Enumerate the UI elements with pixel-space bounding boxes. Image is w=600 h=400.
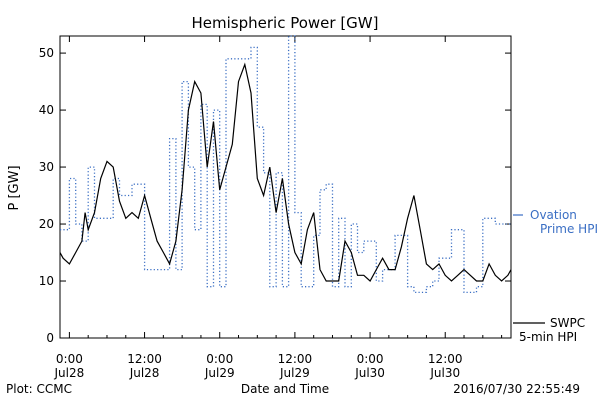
series-ovation-prime-line [60,35,511,294]
y-tick-label: 20 [39,217,54,231]
x-tick-time: 0:00 [357,352,384,366]
legend-swpc: SWPC 5-min HPI [513,316,585,344]
x-tick-time: 12:00 [127,352,162,366]
y-tick-label: 10 [39,274,54,288]
plot-frame [59,35,512,339]
y-tick-label: 30 [39,160,54,174]
x-tick-time: 0:00 [206,352,233,366]
legend-ovation-line1: Ovation [530,208,577,222]
y-tick-label: 0 [46,331,54,345]
chart-title: Hemispheric Power [GW] [192,14,379,32]
x-tick-date: Jul28 [129,366,160,380]
plot-credit: Plot: CCMC [6,382,72,396]
y-tick-label: 40 [39,103,54,117]
timestamp: 2016/07/30 22:55:49 [453,382,580,396]
x-tick-time: 12:00 [428,352,463,366]
x-axis-ticks: 0:00Jul2812:00Jul280:00Jul2912:00Jul290:… [54,36,503,380]
x-tick-date: Jul30 [429,366,460,380]
legend-swpc-line1: SWPC [550,316,585,330]
y-axis-ticks: 0 10 20 30 40 50 [39,46,511,345]
legend-ovation-line2: Prime HPI [540,222,598,236]
legend-ovation: Ovation Prime HPI [513,208,598,236]
series-swpc-line [59,62,512,282]
y-tick-label: 50 [39,46,54,60]
legend-swpc-line2: 5-min HPI [519,330,577,344]
x-tick-time: 12:00 [278,352,313,366]
x-axis-label: Date and Time [241,382,329,396]
x-tick-date: Jul29 [204,366,235,380]
x-tick-date: Jul30 [354,366,385,380]
x-tick-date: Jul28 [54,366,85,380]
y-axis-label: P [GW] [7,165,22,210]
x-tick-time: 0:00 [56,352,83,366]
x-tick-date: Jul29 [279,366,310,380]
